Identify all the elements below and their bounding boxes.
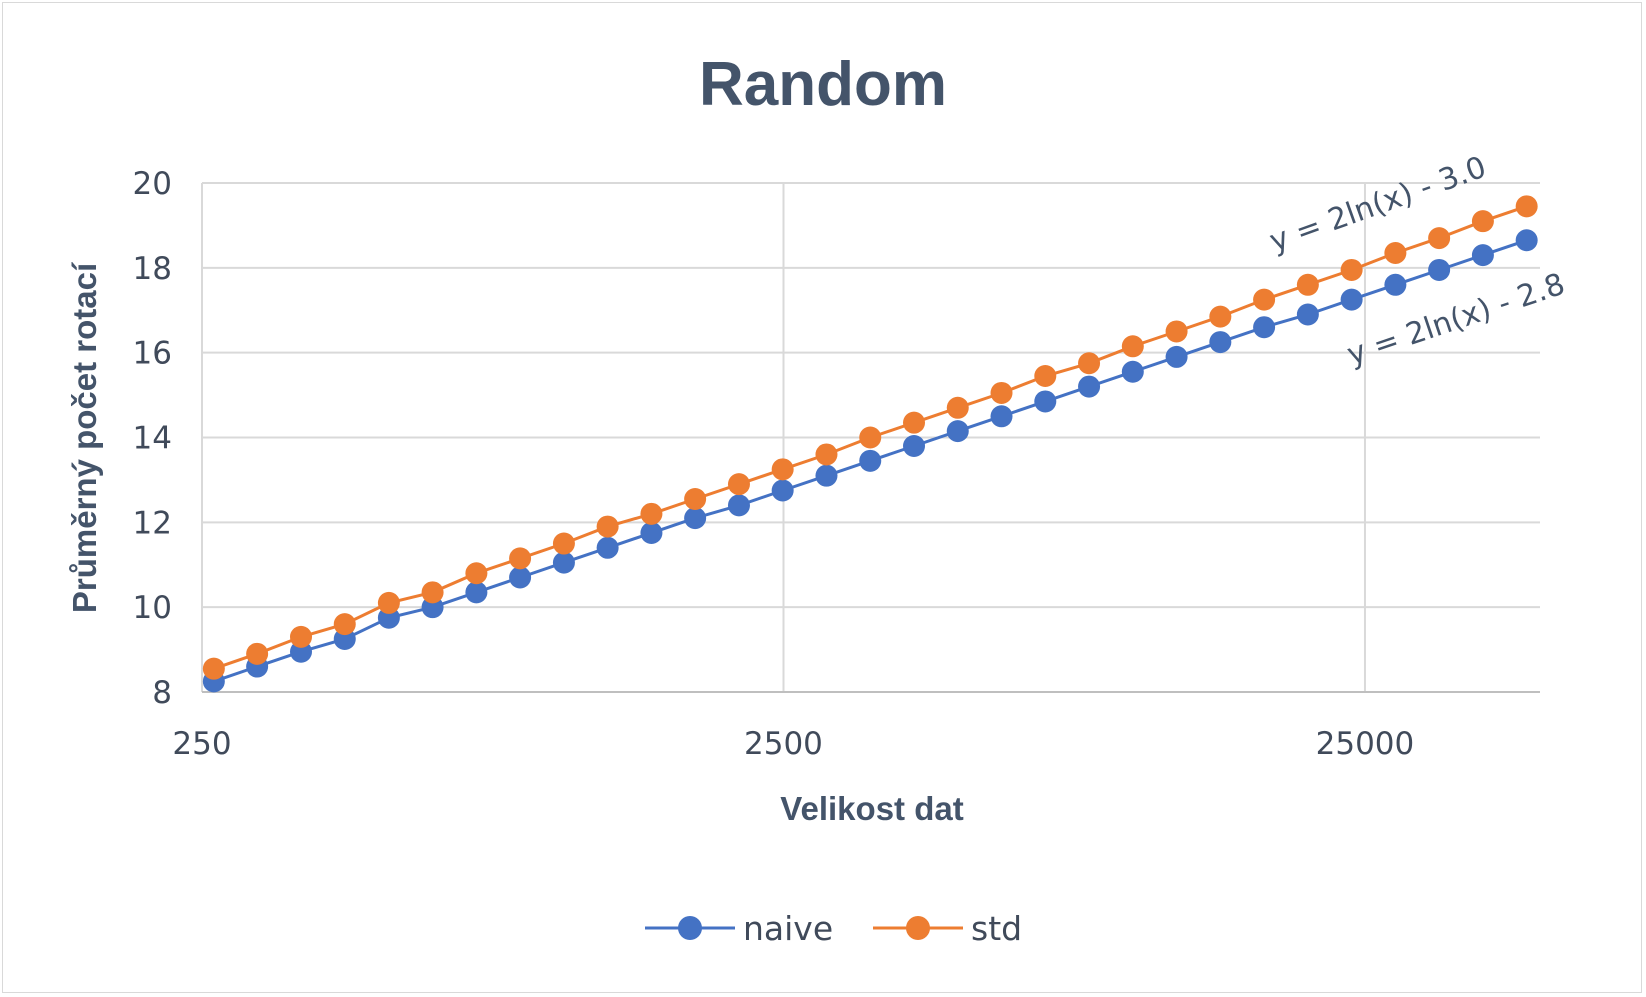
x-tick-label: 250	[172, 726, 231, 762]
data-point-std	[1034, 364, 1057, 387]
data-point-naive	[990, 405, 1013, 428]
data-point-std	[333, 613, 356, 636]
data-point-std	[1165, 320, 1188, 343]
data-point-std	[903, 411, 926, 434]
data-point-naive	[859, 449, 882, 472]
legend-swatch-marker	[678, 916, 702, 940]
tick-labels: 8 10 12 14 16 18 20 250 2500 25000	[133, 166, 1415, 762]
data-point-naive	[1165, 345, 1188, 368]
data-point-std	[465, 562, 488, 585]
series-std	[202, 195, 1538, 680]
data-point-std	[596, 515, 619, 538]
data-point-std	[1428, 227, 1451, 250]
data-point-std	[1121, 335, 1144, 358]
data-point-naive	[727, 494, 750, 517]
data-point-naive	[946, 420, 969, 443]
data-point-std	[946, 396, 969, 419]
data-point-std	[1078, 352, 1101, 375]
data-point-std	[859, 426, 882, 449]
data-point-naive	[465, 581, 488, 604]
data-point-std	[640, 502, 663, 525]
data-point-std	[509, 547, 532, 570]
data-point-naive	[552, 551, 575, 574]
data-point-naive	[1209, 331, 1232, 354]
y-tick-label: 20	[133, 166, 172, 202]
data-point-std	[552, 532, 575, 555]
data-point-naive	[815, 464, 838, 487]
y-axis-title: Průměrný počet rotací	[66, 261, 103, 613]
data-point-std	[202, 657, 225, 680]
legend-swatch-marker	[906, 916, 930, 940]
legend-item-naive: naive	[645, 909, 833, 948]
y-tick-label: 10	[133, 590, 172, 626]
data-point-std	[421, 581, 444, 604]
data-point-naive	[1253, 316, 1276, 339]
data-point-std	[290, 625, 313, 648]
data-point-naive	[1296, 303, 1319, 326]
data-point-naive	[1384, 273, 1407, 296]
data-point-naive	[640, 521, 663, 544]
data-point-std	[1471, 210, 1494, 233]
data-point-naive	[1340, 288, 1363, 311]
data-point-std	[1209, 305, 1232, 328]
data-point-naive	[1471, 244, 1494, 267]
trendline-equation-naive: y = 2ln(x) - 2.8	[1343, 267, 1569, 373]
data-point-std	[727, 473, 750, 496]
data-point-std	[1384, 241, 1407, 264]
data-point-naive	[1121, 360, 1144, 383]
legend-label: std	[971, 909, 1022, 948]
data-point-naive	[1078, 375, 1101, 398]
data-point-std	[377, 591, 400, 614]
data-point-naive	[903, 434, 926, 457]
data-point-std	[990, 381, 1013, 404]
data-point-naive	[509, 566, 532, 589]
y-tick-label: 12	[133, 505, 172, 541]
data-point-std	[1340, 258, 1363, 281]
legend-label: naive	[743, 909, 833, 948]
data-point-naive	[1034, 390, 1057, 413]
data-point-std	[1253, 288, 1276, 311]
data-point-std	[1515, 195, 1538, 218]
y-tick-label: 18	[133, 251, 172, 287]
data-point-std	[684, 488, 707, 511]
chart-title: Random	[699, 50, 947, 119]
series-layer	[202, 195, 1538, 693]
data-point-naive	[684, 507, 707, 530]
y-tick-label: 8	[152, 675, 172, 711]
y-tick-label: 14	[133, 421, 172, 457]
data-point-naive	[596, 536, 619, 559]
data-point-std	[1296, 273, 1319, 296]
data-point-naive	[1515, 229, 1538, 252]
series-naive	[202, 229, 1538, 693]
x-tick-label: 2500	[744, 726, 823, 762]
data-point-std	[246, 642, 269, 665]
data-point-naive	[771, 479, 794, 502]
data-point-std	[771, 458, 794, 481]
data-point-naive	[1428, 258, 1451, 281]
x-tick-label: 25000	[1316, 726, 1415, 762]
data-point-std	[815, 443, 838, 466]
trendline-equation-std: y = 2ln(x) - 3.0	[1265, 150, 1491, 260]
legend: naive std	[645, 909, 1022, 948]
y-tick-label: 16	[133, 336, 172, 372]
legend-item-std: std	[873, 909, 1022, 948]
x-axis-title: Velikost dat	[780, 790, 963, 827]
